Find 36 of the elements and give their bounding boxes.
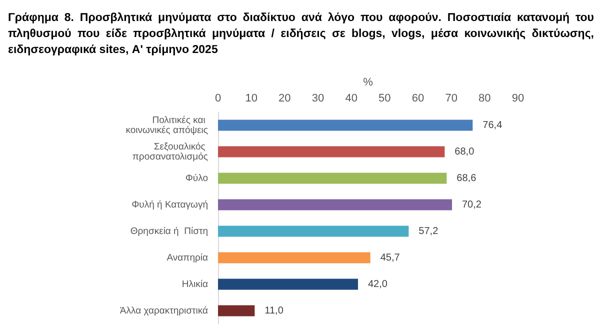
y-tick-label: Θρησκεία ή Πίστη xyxy=(130,226,208,237)
y-tick-label: Ηλικία xyxy=(182,278,209,290)
y-tick-label: Φυλή ή Καταγωγή xyxy=(132,199,208,210)
y-tick-label: Άλλα χαρακτηριστικά xyxy=(120,305,208,316)
x-tick-label: 60 xyxy=(412,92,424,104)
bar xyxy=(218,199,452,210)
data-label: 76,4 xyxy=(482,120,503,131)
x-tick-label: 0 xyxy=(214,92,222,104)
bar xyxy=(218,305,255,316)
y-tick-label: Φύλο xyxy=(185,172,208,184)
data-label: 68,0 xyxy=(454,146,475,158)
bar xyxy=(218,120,473,131)
data-label: 45,7 xyxy=(380,252,400,264)
y-tick-label: Σεξουαλικός προσανατολισμός xyxy=(132,141,208,162)
data-label: 70,2 xyxy=(462,199,482,210)
data-label: 11,0 xyxy=(264,305,284,316)
data-label: 42,0 xyxy=(368,278,388,290)
x-tick-label: 90 xyxy=(512,92,524,104)
y-tick-label: Πολιτικές και κοινωνικές απόψεις xyxy=(126,114,208,136)
x-tick-label: 20 xyxy=(278,92,291,104)
x-axis-title: % xyxy=(363,76,374,89)
y-tick-label: Αναπηρία xyxy=(166,252,208,264)
bar xyxy=(218,172,447,184)
x-tick-label: 80 xyxy=(478,92,491,104)
bar xyxy=(218,278,358,290)
data-label: 57,2 xyxy=(418,226,439,237)
x-tick-label: 40 xyxy=(345,92,358,104)
chart-title: Γράφημα 8. Προσβλητικά μηνύματα στο διαδίκτυο ανά λόγο που αφορούν. Ποσοστιαία κατανομή του πληθυσμού που είδε προσβλητικά μηνύματα / ειδήσεις σε blogs, vlogs, μέσα κοινωνικής δικτύωσης, ειδησεογραφικά sites, Α' τρίμηνο 2025 xyxy=(8,11,594,58)
x-tick-label: 50 xyxy=(378,92,391,104)
bar xyxy=(218,252,370,264)
data-label: 68,6 xyxy=(456,172,477,184)
bar xyxy=(218,226,409,237)
x-tick-label: 30 xyxy=(312,92,324,104)
bar xyxy=(218,146,445,158)
x-tick-label: 70 xyxy=(445,92,458,104)
x-tick-label: 10 xyxy=(245,92,258,104)
